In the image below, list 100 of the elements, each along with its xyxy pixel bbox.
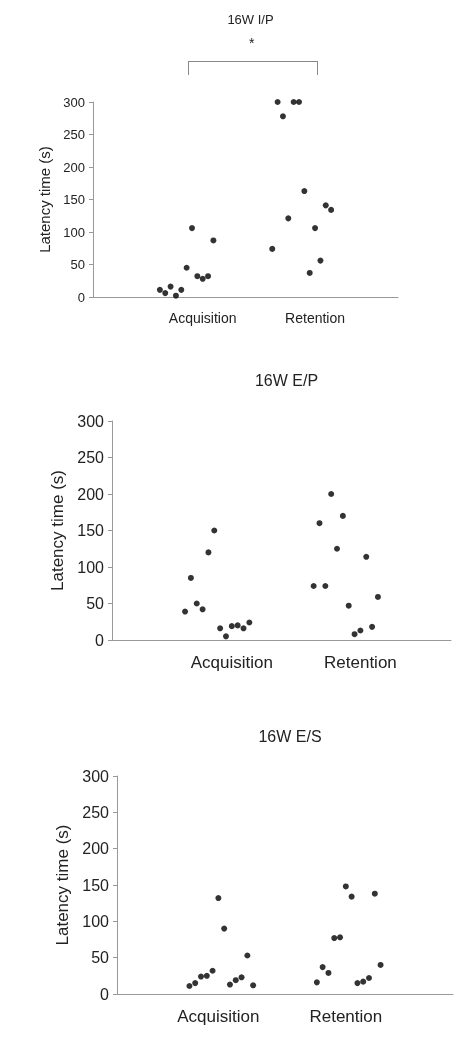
point — [162, 290, 169, 297]
point — [312, 225, 319, 232]
text: * — [248, 35, 255, 51]
point — [194, 273, 201, 280]
point — [209, 967, 216, 974]
point — [182, 608, 189, 615]
point — [317, 257, 324, 264]
y-tick-label: 200 — [82, 840, 110, 858]
y-tick-label: 150 — [77, 522, 105, 539]
point — [274, 99, 281, 105]
point — [187, 574, 194, 581]
point — [183, 264, 190, 271]
y-tick-label: 0 — [77, 289, 85, 305]
point — [366, 975, 372, 982]
point — [217, 625, 224, 632]
point — [192, 980, 199, 987]
y-tick-label: 250 — [77, 449, 105, 466]
y-tick-label: 250 — [82, 803, 110, 821]
point — [354, 980, 361, 987]
point — [296, 99, 303, 105]
chart-title: 16W E/S — [258, 727, 322, 745]
point — [310, 582, 317, 589]
y-tick-label: 300 — [63, 94, 85, 110]
x-tick-label: Retention — [285, 310, 346, 326]
point — [279, 113, 286, 120]
point — [199, 606, 206, 613]
point — [210, 237, 217, 244]
y-axis-title: Latency time (s) — [52, 824, 72, 946]
point — [342, 883, 349, 890]
point — [203, 972, 210, 979]
y-axis-title: Latency time (s) — [36, 146, 54, 253]
point — [306, 269, 313, 276]
point — [377, 961, 384, 968]
point — [339, 512, 346, 519]
y-tick-label: 250 — [63, 127, 85, 142]
point — [334, 545, 341, 552]
point — [221, 925, 228, 932]
point — [250, 982, 257, 989]
point — [319, 964, 326, 971]
point — [337, 934, 344, 941]
point — [374, 593, 381, 600]
point — [234, 622, 241, 629]
y-tick-label: 100 — [82, 912, 110, 930]
point — [316, 520, 323, 527]
point — [371, 890, 378, 897]
point — [172, 292, 179, 299]
y-tick-label: 0 — [95, 631, 105, 649]
y-tick-label: 200 — [77, 485, 105, 503]
point — [313, 979, 320, 986]
point — [285, 215, 292, 222]
point — [325, 969, 332, 976]
point — [222, 633, 229, 640]
y-tick-label: 300 — [82, 767, 110, 785]
point — [348, 893, 355, 900]
y-axis-title: Latency time (s) — [47, 470, 67, 591]
point — [357, 627, 364, 634]
point — [345, 602, 352, 609]
point — [322, 582, 329, 589]
y-tick-label: 150 — [82, 876, 110, 894]
y-tick-label: 200 — [63, 159, 85, 175]
point — [186, 983, 193, 990]
x-tick-label: Retention — [309, 1007, 383, 1026]
point — [328, 206, 335, 213]
y-tick-label: 50 — [91, 949, 110, 967]
point — [351, 631, 358, 638]
point — [167, 283, 174, 290]
point — [232, 977, 239, 984]
point — [189, 225, 195, 232]
point — [269, 245, 276, 252]
y-tick-label: 0 — [100, 985, 110, 1003]
point — [322, 202, 329, 209]
x-tick-label: Acquisition — [177, 1007, 260, 1026]
point — [156, 286, 163, 293]
point — [178, 286, 185, 293]
chart-title: 16W I/P — [227, 12, 274, 27]
y-tick-label: 50 — [86, 595, 105, 612]
x-tick-label: Retention — [324, 653, 397, 672]
point — [331, 935, 338, 942]
point — [369, 623, 376, 630]
point — [198, 973, 204, 980]
point — [205, 273, 212, 280]
y-tick-label: 50 — [70, 257, 85, 272]
x-tick-label: Acquisition — [190, 653, 273, 672]
point — [228, 623, 235, 630]
y-tick-label: 100 — [63, 224, 85, 240]
x-tick-label: Acquisition — [168, 310, 237, 326]
point — [360, 978, 367, 985]
point — [226, 981, 233, 988]
point — [199, 275, 206, 282]
point — [290, 99, 297, 105]
chart-title: 16W E/P — [254, 371, 319, 389]
y-tick-label: 150 — [63, 192, 85, 207]
point — [238, 974, 245, 981]
point — [215, 895, 222, 902]
point — [205, 549, 212, 556]
y-tick-label: 300 — [77, 412, 105, 430]
y-tick-label: 100 — [77, 558, 105, 576]
point — [301, 188, 308, 195]
point — [363, 553, 370, 560]
point — [328, 491, 335, 497]
